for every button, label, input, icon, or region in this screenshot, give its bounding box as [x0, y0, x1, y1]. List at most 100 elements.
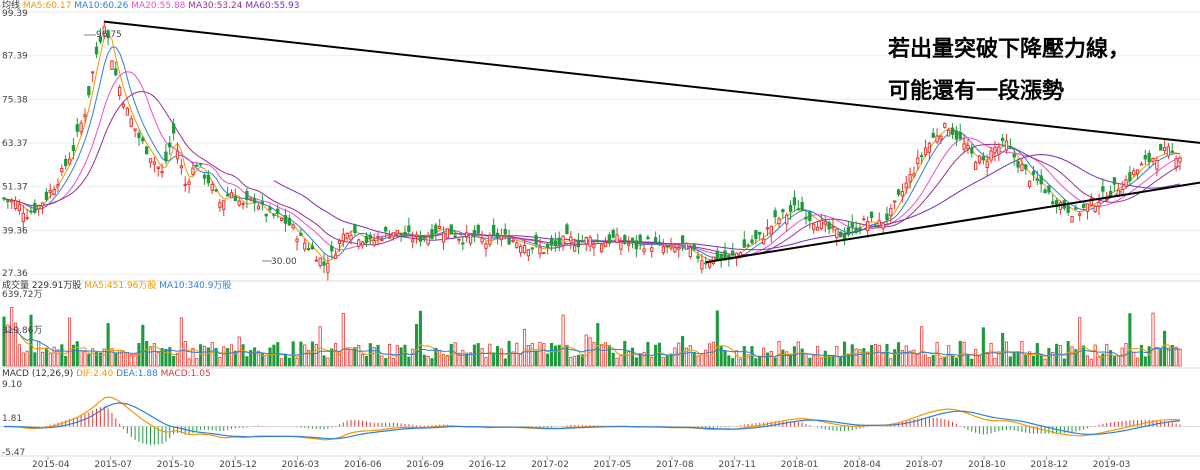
candle-body	[534, 234, 538, 245]
x-tick-label: 2018-10	[968, 460, 1006, 470]
volume-bar	[1089, 358, 1093, 367]
candle-body	[596, 239, 600, 242]
volume-bar	[1159, 349, 1163, 367]
volume-bar	[819, 358, 823, 367]
candle-body	[661, 246, 665, 253]
candle-body	[769, 225, 773, 235]
candle-body	[673, 246, 677, 253]
volume-bar	[37, 341, 41, 367]
candle-body	[52, 189, 56, 196]
candle-body	[488, 234, 492, 245]
volume-bar	[1178, 348, 1182, 367]
candle-body	[237, 200, 241, 206]
candle-body	[492, 224, 496, 235]
volume-bar	[1008, 356, 1012, 367]
volume-bar	[75, 341, 79, 367]
candle-body	[295, 238, 299, 243]
volume-bar	[758, 356, 762, 367]
volume-bar	[1012, 351, 1016, 367]
candle-body	[330, 245, 334, 252]
macd-tick-label: -5.47	[2, 448, 25, 458]
candle-body	[438, 226, 442, 229]
candle-body	[1024, 164, 1028, 170]
volume-bar	[650, 357, 654, 367]
volume-bar	[488, 343, 492, 367]
volume-bar	[950, 354, 955, 367]
volume-tick-label: 319.86万	[2, 326, 43, 336]
candle-body	[1132, 170, 1136, 175]
volume-bar	[110, 348, 114, 367]
candle-body	[576, 239, 581, 248]
candle-body	[1081, 204, 1086, 208]
volume-bar	[1078, 317, 1082, 367]
volume-bar	[789, 353, 793, 367]
volume-bar	[904, 345, 908, 367]
candle-body	[707, 261, 712, 268]
candle-body	[1124, 179, 1128, 187]
candle-body	[426, 236, 430, 245]
candle-body	[634, 240, 638, 250]
candle-body	[943, 122, 947, 128]
candle-body	[407, 225, 411, 232]
candle-body	[684, 242, 689, 250]
volume-bar	[91, 348, 95, 367]
volume-bar	[129, 354, 133, 367]
candle-body	[187, 181, 191, 185]
trend-lines	[104, 20, 1200, 264]
candle-body	[538, 246, 542, 255]
candle-body	[985, 161, 989, 169]
candle-body	[1108, 190, 1113, 197]
candle-body	[145, 146, 149, 155]
candle-body	[326, 262, 330, 273]
volume-bar	[923, 354, 928, 367]
candle-body	[1085, 203, 1090, 212]
volume-bar	[260, 353, 264, 367]
volume-bar	[1024, 354, 1028, 367]
volume-bar	[908, 350, 912, 367]
candle-body	[206, 174, 211, 184]
candle-body	[665, 245, 669, 248]
candle-body	[364, 235, 369, 243]
candle-body	[580, 240, 585, 243]
candle-body	[67, 158, 72, 165]
volume-bar	[827, 355, 831, 367]
legend-item: MA10:60.26	[74, 1, 131, 11]
candle-body	[715, 250, 719, 261]
volume-bar	[202, 345, 207, 367]
candle-body	[56, 183, 60, 187]
volume-bar	[769, 351, 773, 367]
volume-bar	[704, 349, 708, 367]
volume-bar	[1070, 346, 1074, 367]
volume-bar	[542, 343, 546, 367]
candle-body	[522, 245, 527, 254]
candle-body	[152, 161, 157, 165]
candle-body	[785, 214, 789, 225]
volume-bar	[503, 358, 507, 367]
volume-bar	[187, 358, 191, 367]
candle-body	[1008, 145, 1013, 148]
candle-body	[1047, 185, 1051, 193]
volume-bar	[233, 350, 237, 367]
candle-body	[129, 118, 133, 127]
candle-body	[958, 131, 962, 139]
candle-body	[572, 245, 577, 252]
candle-body	[360, 241, 365, 246]
annotation-line-1: 若出量突破下降壓力線，	[888, 36, 1130, 62]
candle-body	[222, 200, 226, 210]
volume-bar	[623, 340, 627, 367]
volume-bar	[1166, 347, 1170, 367]
candle-body	[526, 249, 531, 257]
volume-bar	[569, 357, 573, 367]
volume-bar	[48, 352, 52, 367]
legend-item: MA60:55.93	[245, 1, 299, 11]
candle-body	[368, 234, 372, 239]
candle-body	[561, 235, 565, 246]
candle-body	[202, 174, 207, 179]
candle-body	[557, 237, 561, 246]
volume-bar	[634, 357, 638, 367]
legend-item: 均线	[2, 0, 23, 11]
volume-bar	[792, 346, 796, 367]
volume-bar	[754, 358, 758, 367]
volume-bar	[989, 342, 993, 367]
